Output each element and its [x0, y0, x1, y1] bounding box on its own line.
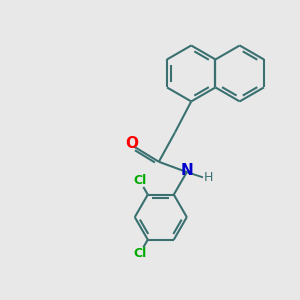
Text: H: H	[204, 171, 213, 184]
Text: Cl: Cl	[133, 247, 146, 260]
Text: N: N	[180, 163, 193, 178]
Text: Cl: Cl	[133, 174, 146, 187]
Text: O: O	[125, 136, 138, 151]
